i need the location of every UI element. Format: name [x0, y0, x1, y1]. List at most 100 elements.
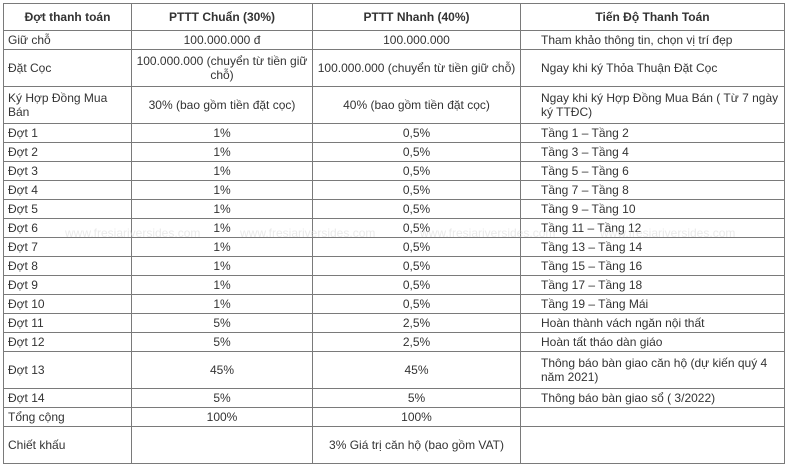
table-row: Tổng cộng 100% 100% — [3, 407, 785, 427]
table-row: Đợt 4 1% 0,5% Tầng 7 – Tầng 8 — [3, 180, 785, 200]
table-row: Đợt 14 5% 5% Thông báo bàn giao sổ ( 3/2022… — [3, 388, 785, 408]
cell-progress: Thông báo bàn giao sổ ( 3/2022) — [520, 388, 785, 408]
cell-standard-rate: 1% — [131, 275, 313, 295]
table-row: Giữ chỗ 100.000.000 đ 100.000.000 Tham khảo… — [3, 30, 785, 50]
cell-standard-rate: 1% — [131, 180, 313, 200]
table-row: Đợt 7 1% 0,5% Tầng 13 – Tầng 14 — [3, 237, 785, 257]
table-row: Đợt 8 1% 0,5% Tầng 15 – Tầng 16 — [3, 256, 785, 276]
cell-standard-rate: 1% — [131, 161, 313, 181]
cell-progress: Tầng 7 – Tầng 8 — [520, 180, 785, 200]
cell-progress: Tầng 19 – Tầng Mái — [520, 294, 785, 314]
cell-payment-round: Đặt Cọc — [3, 49, 132, 87]
cell-standard-rate: 1% — [131, 142, 313, 162]
header-fast-method: PTTT Nhanh (40%) — [312, 3, 521, 31]
cell-fast-rate: 0,5% — [312, 275, 521, 295]
cell-standard-rate: 5% — [131, 313, 313, 333]
cell-fast-rate: 0,5% — [312, 256, 521, 276]
cell-progress — [520, 407, 785, 427]
cell-payment-round: Đợt 8 — [3, 256, 132, 276]
header-payment-progress: Tiến Độ Thanh Toán — [520, 3, 785, 31]
table-row: Đợt 3 1% 0,5% Tầng 5 – Tầng 6 — [3, 161, 785, 181]
cell-progress: Tầng 15 – Tầng 16 — [520, 256, 785, 276]
cell-payment-round: Chiết khấu — [3, 426, 132, 464]
cell-standard-rate: 30% (bao gồm tiền đặt cọc) — [131, 86, 313, 124]
table-row: Đợt 1 1% 0,5% Tầng 1 – Tầng 2 — [3, 123, 785, 143]
cell-fast-rate: 0,5% — [312, 294, 521, 314]
cell-payment-round: Tổng cộng — [3, 407, 132, 427]
cell-standard-rate: 5% — [131, 332, 313, 352]
payment-schedule-container: Đợt thanh toán PTTT Chuẩn (30%) PTTT Nha… — [3, 3, 785, 464]
cell-fast-rate: 0,5% — [312, 237, 521, 257]
cell-fast-rate: 100% — [312, 407, 521, 427]
cell-standard-rate: 1% — [131, 256, 313, 276]
cell-progress: Tham khảo thông tin, chọn vị trí đẹp — [520, 30, 785, 50]
cell-progress: Tầng 5 – Tầng 6 — [520, 161, 785, 181]
cell-fast-rate: 0,5% — [312, 123, 521, 143]
cell-fast-rate: 45% — [312, 351, 521, 389]
cell-standard-rate: 45% — [131, 351, 313, 389]
table-row: Đợt 2 1% 0,5% Tầng 3 – Tầng 4 — [3, 142, 785, 162]
cell-payment-round: Đợt 3 — [3, 161, 132, 181]
table-row: Đặt Cọc 100.000.000 (chuyển từ tiền giữ c… — [3, 49, 785, 87]
cell-progress — [520, 426, 785, 464]
cell-fast-rate: 0,5% — [312, 199, 521, 219]
cell-standard-rate: 1% — [131, 123, 313, 143]
cell-fast-rate: 0,5% — [312, 142, 521, 162]
cell-standard-rate — [131, 426, 313, 464]
cell-progress: Tầng 9 – Tầng 10 — [520, 199, 785, 219]
cell-payment-round: Đợt 9 — [3, 275, 132, 295]
cell-standard-rate: 1% — [131, 199, 313, 219]
cell-standard-rate: 5% — [131, 388, 313, 408]
cell-payment-round: Đợt 12 — [3, 332, 132, 352]
cell-payment-round: Đợt 1 — [3, 123, 132, 143]
table-row: Đợt 6 1% 0,5% Tầng 11 – Tầng 12 — [3, 218, 785, 238]
cell-progress: Tầng 13 – Tầng 14 — [520, 237, 785, 257]
table-row: Đợt 5 1% 0,5% Tầng 9 – Tầng 10 — [3, 199, 785, 219]
cell-standard-rate: 1% — [131, 218, 313, 238]
cell-standard-rate: 1% — [131, 237, 313, 257]
cell-fast-rate: 2,5% — [312, 313, 521, 333]
header-payment-round: Đợt thanh toán — [3, 3, 132, 31]
cell-standard-rate: 100.000.000 (chuyển từ tiền giữ chỗ) — [131, 49, 313, 87]
cell-fast-rate: 0,5% — [312, 218, 521, 238]
table-row: Đợt 10 1% 0,5% Tầng 19 – Tầng Mái — [3, 294, 785, 314]
cell-payment-round: Đợt 7 — [3, 237, 132, 257]
cell-fast-rate: 5% — [312, 388, 521, 408]
cell-progress: Tầng 1 – Tầng 2 — [520, 123, 785, 143]
cell-payment-round: Đợt 14 — [3, 388, 132, 408]
cell-progress: Ngay khi ký Hợp Đồng Mua Bán ( Từ 7 ngày… — [520, 86, 785, 124]
table-row: Chiết khấu 3% Giá trị căn hộ (bao gồm VAT… — [3, 426, 785, 464]
cell-fast-rate: 2,5% — [312, 332, 521, 352]
table-row: Đợt 9 1% 0,5% Tầng 17 – Tầng 18 — [3, 275, 785, 295]
cell-payment-round: Đợt 11 — [3, 313, 132, 333]
cell-fast-rate: 100.000.000 (chuyển từ tiền giữ chỗ) — [312, 49, 521, 87]
cell-progress: Thông báo bàn giao căn hộ (dự kiến quý 4… — [520, 351, 785, 389]
table-row: Đợt 12 5% 2,5% Hoàn tất tháo dàn giáo — [3, 332, 785, 352]
cell-payment-round: Đợt 6 — [3, 218, 132, 238]
cell-standard-rate: 1% — [131, 294, 313, 314]
cell-fast-rate: 0,5% — [312, 161, 521, 181]
cell-fast-rate: 3% Giá trị căn hộ (bao gồm VAT) — [312, 426, 521, 464]
cell-fast-rate: 40% (bao gồm tiền đặt cọc) — [312, 86, 521, 124]
cell-fast-rate: 100.000.000 — [312, 30, 521, 50]
payment-schedule-table: Đợt thanh toán PTTT Chuẩn (30%) PTTT Nha… — [3, 3, 785, 464]
cell-payment-round: Đợt 13 — [3, 351, 132, 389]
cell-standard-rate: 100% — [131, 407, 313, 427]
cell-fast-rate: 0,5% — [312, 180, 521, 200]
cell-progress: Tầng 3 – Tầng 4 — [520, 142, 785, 162]
cell-payment-round: Đợt 5 — [3, 199, 132, 219]
cell-payment-round: Ký Hợp Đồng Mua Bán — [3, 86, 132, 124]
cell-progress: Tầng 11 – Tầng 12 — [520, 218, 785, 238]
cell-payment-round: Giữ chỗ — [3, 30, 132, 50]
table-body: Giữ chỗ 100.000.000 đ 100.000.000 Tham khảo… — [3, 30, 785, 464]
table-row: Đợt 13 45% 45% Thông báo bàn giao căn hộ (d… — [3, 351, 785, 389]
table-row: Đợt 11 5% 2,5% Hoàn thành vách ngăn nội thấ… — [3, 313, 785, 333]
cell-progress: Hoàn thành vách ngăn nội thất — [520, 313, 785, 333]
cell-progress: Hoàn tất tháo dàn giáo — [520, 332, 785, 352]
cell-payment-round: Đợt 2 — [3, 142, 132, 162]
table-row: Ký Hợp Đồng Mua Bán 30% (bao gồm tiền đặt… — [3, 86, 785, 124]
cell-payment-round: Đợt 4 — [3, 180, 132, 200]
cell-progress: Ngay khi ký Thỏa Thuận Đặt Cọc — [520, 49, 785, 87]
table-header-row: Đợt thanh toán PTTT Chuẩn (30%) PTTT Nha… — [3, 3, 785, 31]
cell-progress: Tầng 17 – Tầng 18 — [520, 275, 785, 295]
